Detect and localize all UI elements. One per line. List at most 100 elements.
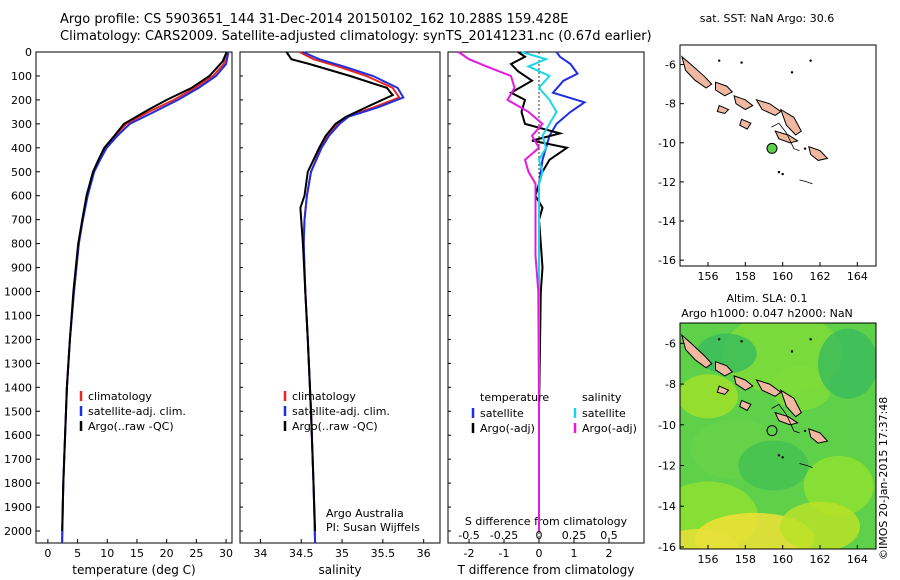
x-tick-label: 34.5 [289,547,314,560]
series-line-temperature-satellite [538,51,587,531]
x-tick-label: 30 [219,547,233,560]
x-tick-label: 25 [189,547,203,560]
island [681,333,713,369]
x2-tick-label: 0 [536,529,543,542]
map-y-tick-label: -8 [665,98,676,111]
salinity-xlabel: salinity [318,563,361,577]
depth-tick-label: 500 [11,166,32,179]
islet [777,454,781,457]
islet [718,59,721,62]
sla-anomaly-blob [803,455,874,516]
depth-tick-label: 1700 [4,453,32,466]
series-line-climatology [61,51,229,544]
map-y-tick-label: -10 [658,419,676,432]
map-y-tick-label: -14 [658,215,676,228]
island [715,360,734,377]
x2-tick-label: -0.5 [458,529,479,542]
depth-tick-label: 0 [25,46,32,59]
islet [777,170,781,174]
x-tick-label: 5 [74,547,81,560]
depth-tick-label: 1500 [4,405,32,418]
depth-tick-label: 700 [11,214,32,227]
map-x-tick-label: 162 [810,553,831,566]
islet [803,429,807,433]
depth-tick-label: 300 [11,118,32,131]
map-x-tick-label: 164 [847,270,868,283]
depth-tick-label: 1300 [4,357,32,370]
legend-label: satellite-adj. clim. [292,405,390,418]
x-tick-label: 35 [335,547,349,560]
series-line-argo-raw-qc- [285,51,395,532]
legend-label: satellite-adj. clim. [88,405,186,418]
legend-label: satellite [582,407,626,420]
island [680,55,713,89]
sla-anomaly-blob [818,328,876,399]
island [808,145,829,161]
sla-map-title-line1: Altim. SLA: 0.1 [726,292,807,305]
map-y-tick-label: -16 [658,541,676,554]
x-tick-label: 0 [44,547,51,560]
x2-tick-label: -0.25 [490,529,518,542]
depth-tick-label: 900 [11,262,32,275]
islet [781,172,784,176]
depth-tick-label: 200 [11,94,32,107]
island [779,389,802,418]
map-y-tick-label: -12 [658,460,676,473]
map-x-tick-label: 158 [735,553,756,566]
islet [803,147,807,150]
series-line-salinity-argo-adj- [457,51,544,531]
depth-tick-label: 100 [11,70,32,83]
map-y-tick-label: -16 [658,254,676,267]
map-y-tick-label: -10 [658,137,676,150]
depth-tick-label: 800 [11,238,32,251]
sla-map-sla-field [680,323,876,549]
argo-position-marker [766,425,778,437]
x-tick-label: 15 [130,547,144,560]
legend-temperature-title: temperature [480,391,549,404]
x-tick-label: 20 [160,547,174,560]
legend-label: climatology [88,390,152,403]
legend-label: climatology [292,390,356,403]
island [808,428,829,444]
salinity-frame [239,51,441,544]
map-x-tick-label: 160 [772,553,793,566]
island [774,411,799,426]
series-line-satellite-adj-clim- [61,51,230,544]
x2-tick-label: 0.25 [562,529,587,542]
map-y-tick-label: -14 [658,500,676,513]
x-tick-label: -1 [499,547,510,560]
islet [740,61,743,64]
map-x-tick-label: 156 [698,270,719,283]
series-line-salinity-satellite [521,51,558,531]
island [739,399,752,412]
depth-tick-label: 1100 [4,309,32,322]
figure-title-line1: Argo profile: CS 5903651_144 31-Dec-2014… [60,12,569,27]
x-tick-label: 35.5 [371,547,396,560]
x-tick-label: 1 [571,547,578,560]
imos-credit: ©IMOS 20-Jan-2015 17:37:48 [877,396,890,560]
argo-position-marker [766,142,778,154]
depth-tick-label: 1400 [4,381,32,394]
legend-salinity-title: salinity [582,391,622,404]
sst-map-title: sat. SST: NaN Argo: 30.6 [700,12,834,25]
sla-anomaly-blob [680,528,739,549]
map-x-tick-label: 158 [735,270,756,283]
island [716,385,730,395]
difference-frame [447,51,645,544]
map-y-tick-label: -6 [665,337,676,350]
depth-tick-label: 1000 [4,286,32,299]
islet [809,338,812,341]
reef-line [771,403,800,434]
map-x-tick-label: 162 [810,270,831,283]
annotation-line1: Argo Australia [326,507,404,520]
map-y-tick-label: -6 [665,59,676,72]
legend-label: Argo(..raw -QC) [292,420,378,433]
series-line-temperature-argo-adj- [508,51,570,531]
islet [809,59,812,62]
difference-x2label: S difference from climatology [465,515,628,528]
difference-xlabel: T difference from climatology [457,563,635,577]
legend-label: Argo(-adj) [480,422,535,435]
x-tick-label: 0 [536,547,543,560]
x2-tick-label: 0.5 [600,529,618,542]
